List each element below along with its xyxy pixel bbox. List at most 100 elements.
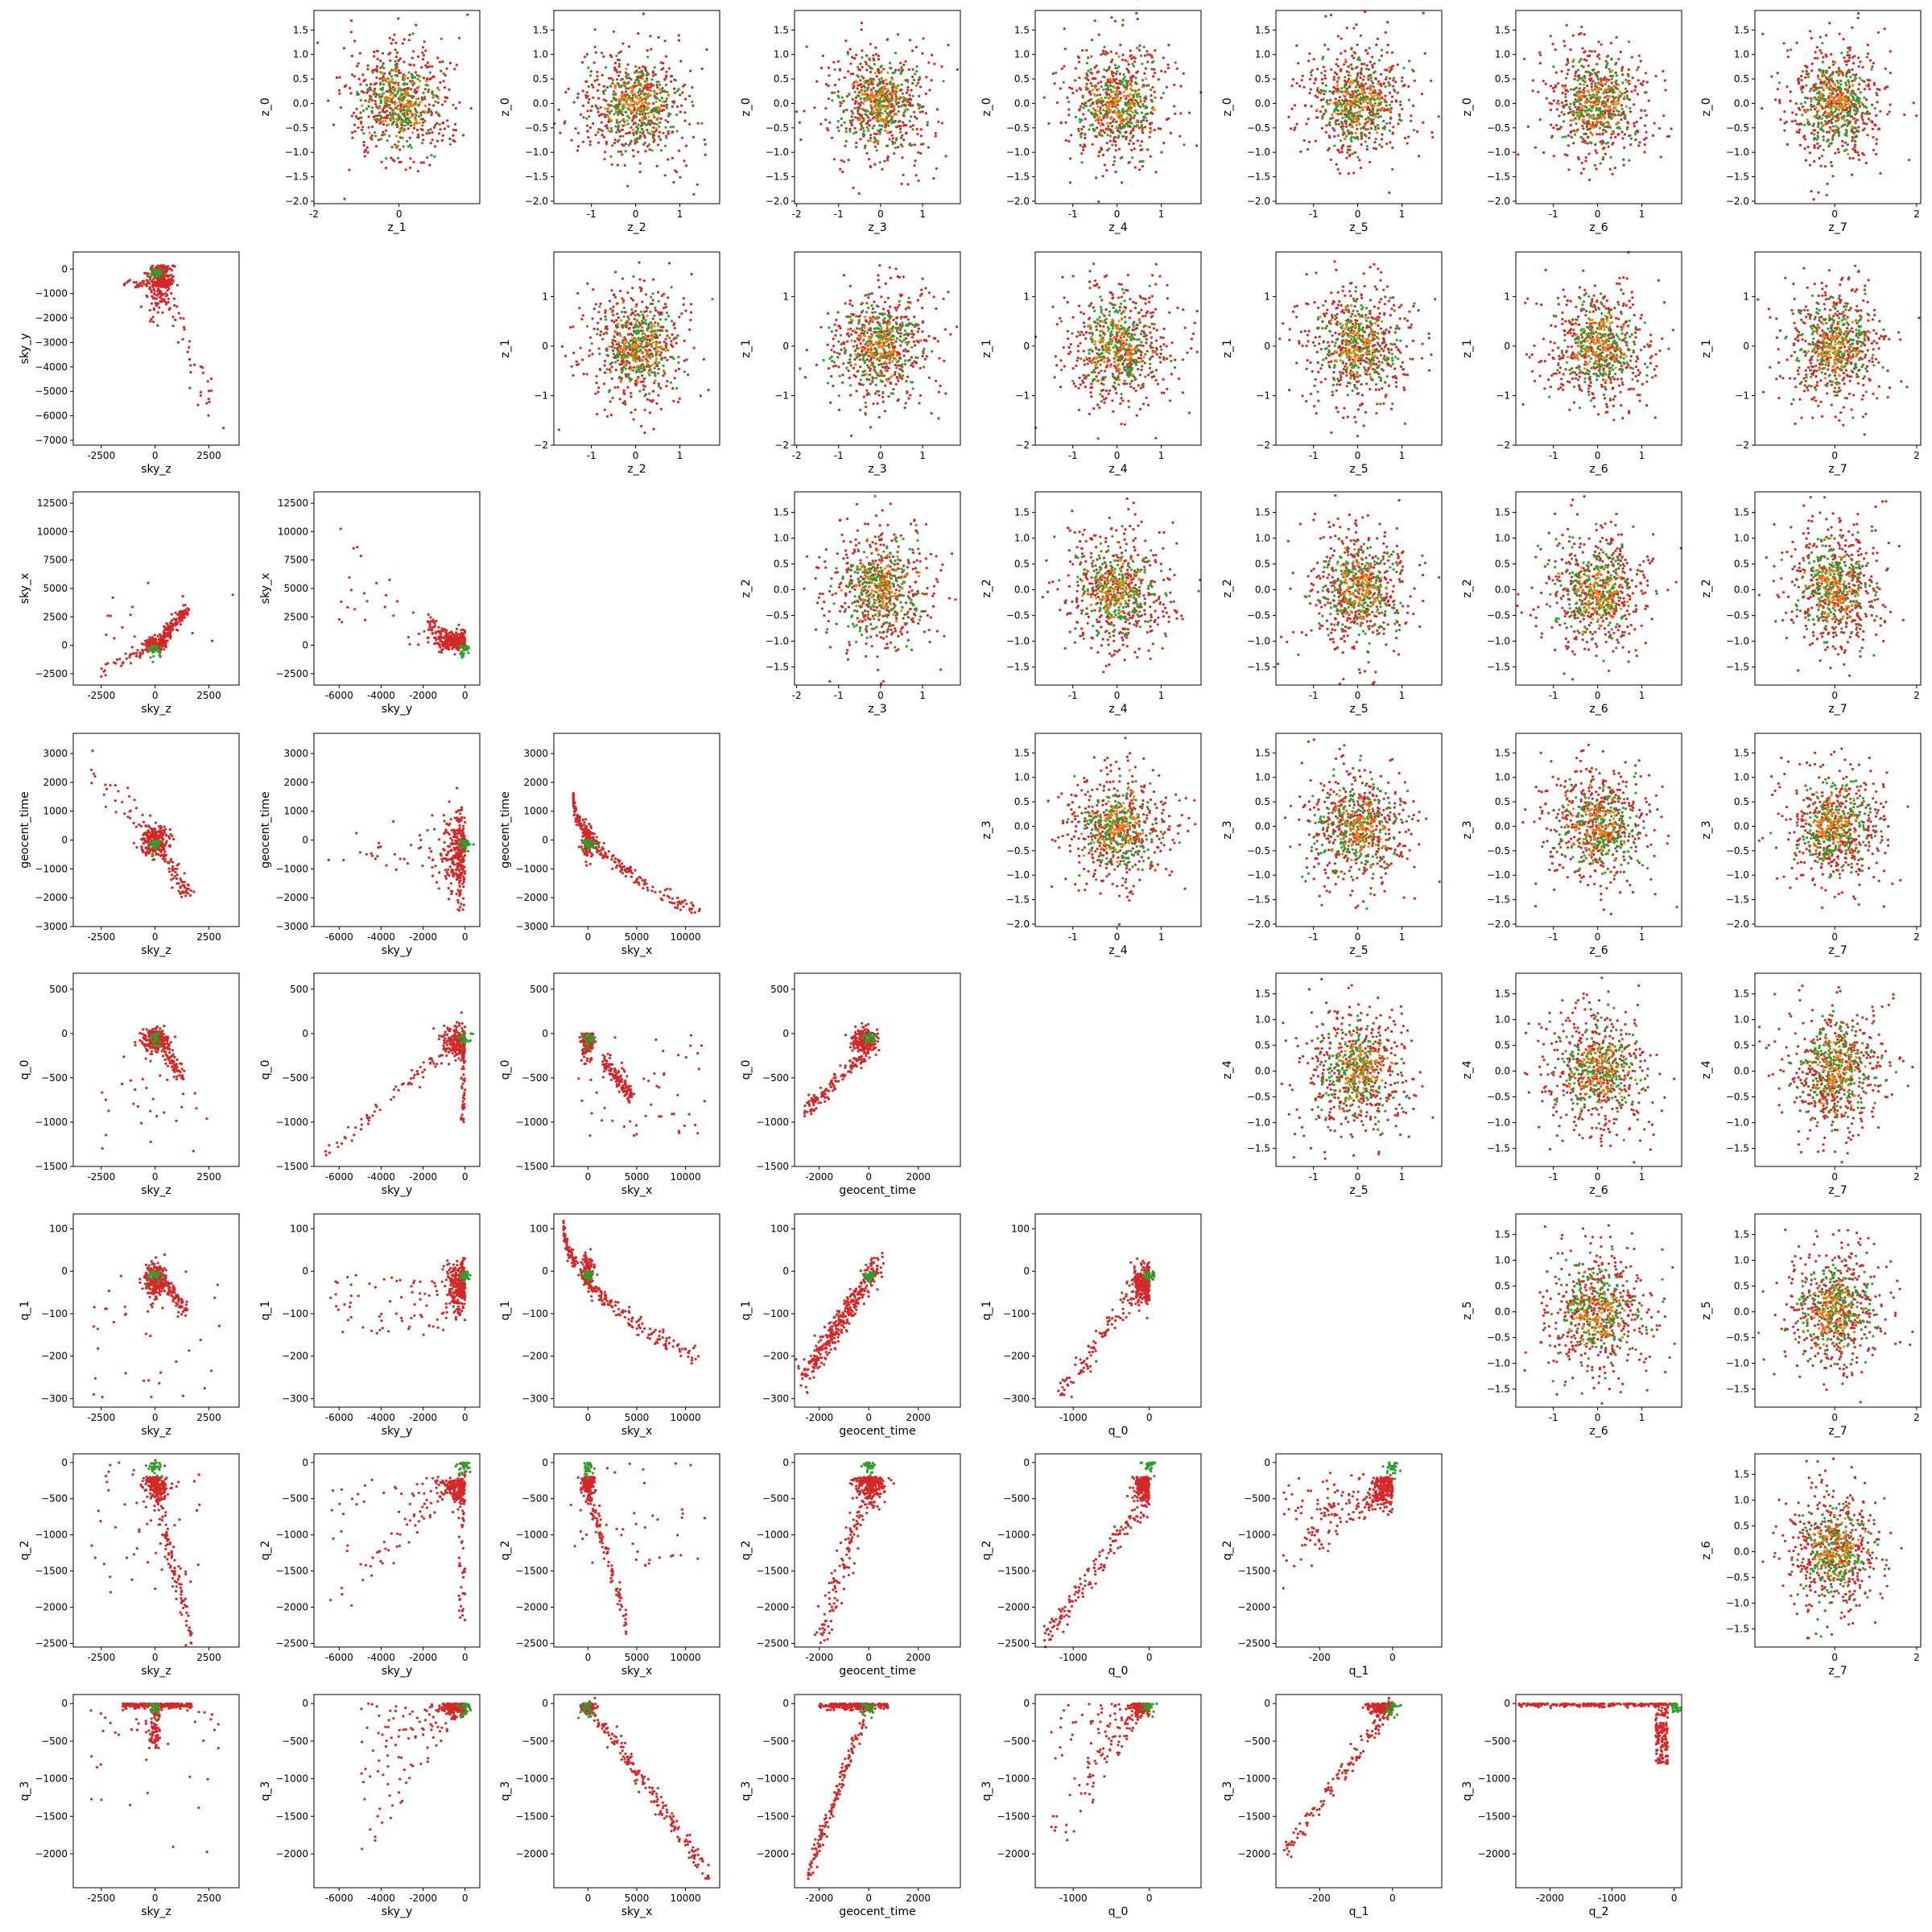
data-point — [903, 111, 906, 114]
data-point — [840, 102, 843, 105]
data-point — [386, 109, 388, 112]
data-point — [422, 138, 424, 141]
data-point — [343, 47, 345, 49]
data-point — [455, 107, 457, 109]
data-point — [652, 114, 654, 116]
data-point — [838, 78, 840, 80]
data-point — [343, 198, 345, 200]
data-point — [931, 54, 933, 56]
data-point — [613, 90, 615, 93]
data-point — [851, 115, 853, 118]
x-tick-label: -1 — [834, 208, 844, 220]
y-tick-label: −2.0 — [766, 196, 789, 207]
data-point — [623, 103, 625, 105]
data-point — [678, 34, 680, 36]
data-point — [383, 133, 386, 135]
data-point — [407, 123, 409, 126]
data-point — [397, 108, 399, 110]
data-point — [848, 130, 851, 133]
data-point — [357, 126, 359, 129]
data-point — [886, 156, 889, 159]
data-point — [597, 97, 600, 100]
data-point — [915, 46, 918, 48]
data-point — [909, 142, 911, 145]
data-point — [895, 113, 898, 115]
data-point — [656, 123, 658, 126]
data-point — [664, 145, 667, 147]
data-point — [370, 138, 373, 141]
data-point — [614, 87, 617, 89]
data-point — [412, 50, 415, 52]
data-point — [618, 98, 621, 101]
data-point — [419, 122, 421, 124]
data-point — [404, 93, 407, 96]
data-point — [452, 129, 455, 131]
data-point — [391, 88, 394, 90]
data-point — [681, 137, 683, 139]
data-point — [860, 83, 862, 85]
data-point — [594, 46, 597, 48]
data-point — [852, 187, 854, 189]
y-tick-label: 1.0 — [293, 49, 308, 60]
data-point — [832, 61, 835, 64]
data-point — [418, 104, 420, 106]
data-point — [404, 121, 407, 123]
data-point — [685, 164, 687, 167]
data-point — [437, 101, 440, 104]
data-point — [349, 92, 352, 94]
data-point — [415, 103, 418, 105]
data-point — [869, 119, 872, 122]
data-point — [433, 155, 436, 158]
data-point — [644, 142, 646, 144]
data-point — [382, 92, 385, 94]
data-point — [411, 104, 414, 106]
data-point — [819, 123, 822, 126]
data-point — [621, 110, 623, 113]
data-point — [588, 115, 590, 118]
data-point — [658, 88, 661, 90]
data-point — [799, 138, 802, 141]
data-point — [640, 108, 642, 110]
data-point — [660, 68, 663, 71]
y-axis-label: z_0 — [499, 97, 512, 116]
data-point — [632, 118, 634, 120]
data-point — [879, 97, 881, 100]
data-point — [627, 64, 630, 66]
data-point — [638, 67, 641, 69]
data-point — [368, 126, 370, 129]
data-point — [876, 75, 878, 77]
data-point — [625, 68, 627, 70]
data-point — [696, 184, 699, 186]
data-point — [374, 100, 377, 102]
data-point — [863, 100, 865, 102]
data-point — [614, 125, 617, 127]
data-point — [628, 144, 630, 147]
data-point — [859, 63, 861, 65]
data-point — [875, 53, 877, 56]
data-point — [881, 77, 883, 80]
data-point — [877, 95, 879, 97]
data-point — [860, 97, 862, 100]
data-point — [440, 128, 442, 130]
data-point — [869, 71, 872, 73]
data-point — [382, 62, 385, 64]
data-point — [414, 76, 416, 79]
data-point — [626, 115, 629, 118]
data-point — [877, 140, 880, 142]
data-point — [378, 119, 380, 122]
data-point — [650, 109, 653, 112]
data-point — [837, 60, 840, 63]
data-point — [362, 109, 365, 112]
data-point — [910, 126, 912, 128]
data-point — [679, 110, 682, 113]
data-point — [643, 85, 646, 87]
data-point — [379, 96, 382, 98]
data-point — [443, 72, 445, 75]
data-point — [898, 121, 900, 123]
data-point — [387, 123, 390, 126]
data-point — [911, 128, 914, 130]
data-point — [638, 137, 641, 139]
data-point — [411, 97, 414, 99]
data-point — [919, 152, 922, 155]
data-point — [860, 90, 862, 93]
